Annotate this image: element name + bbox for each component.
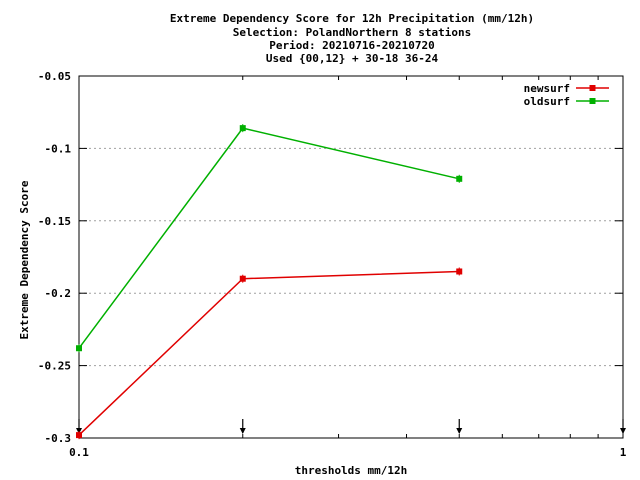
legend-marker-newsurf	[589, 85, 596, 91]
title-line-2: Selection: PolandNorthern 8 stations	[233, 26, 471, 39]
point-oldsurf	[239, 125, 246, 132]
point-oldsurf	[456, 175, 463, 182]
threshold-marker-arrow	[76, 428, 82, 434]
y-tick-label: -0.05	[38, 70, 71, 83]
threshold-markers	[76, 419, 626, 434]
point-newsurf	[239, 275, 246, 282]
axes: -0.05 -0.1 -0.15 -0.2 -0.25 -0.30.1 1	[38, 70, 627, 459]
y-tick-label: -0.3	[45, 432, 72, 445]
legend-marker-oldsurf	[589, 98, 596, 104]
title-line-1: Extreme Dependency Score for 12h Precipi…	[170, 12, 534, 25]
gridlines	[79, 147, 623, 367]
y-tick-label: -0.25	[38, 360, 71, 373]
legend-label-oldsurf: oldsurf	[524, 95, 570, 108]
series-line-oldsurf	[78, 127, 460, 349]
x-tick-label: 0.1	[69, 446, 89, 459]
x-axis-label: thresholds mm/12h	[295, 464, 408, 477]
threshold-marker-arrow	[239, 428, 246, 434]
y-axis-label: Extreme Dependency Score	[18, 180, 31, 339]
y-tick-label: -0.1	[45, 142, 72, 155]
point-newsurf	[76, 432, 82, 439]
y-tick-label: -0.15	[38, 215, 71, 228]
x-tick-label: 1	[620, 446, 627, 459]
point-oldsurf	[76, 345, 82, 352]
legend-label-newsurf: newsurf	[524, 82, 570, 95]
threshold-marker-arrow	[456, 428, 463, 434]
threshold-marker-arrow	[620, 428, 626, 434]
series-line-newsurf	[78, 270, 460, 436]
y-tick-label: -0.2	[45, 287, 72, 300]
title-line-4: Used {00,12} + 30-18 36-24	[266, 52, 439, 65]
title-line-3: Period: 20210716-20210720	[269, 39, 435, 52]
plot-border	[78, 75, 624, 439]
series	[76, 124, 463, 440]
point-newsurf	[456, 268, 463, 275]
chart-title: Extreme Dependency Score for 12h Precipi…	[170, 12, 534, 65]
